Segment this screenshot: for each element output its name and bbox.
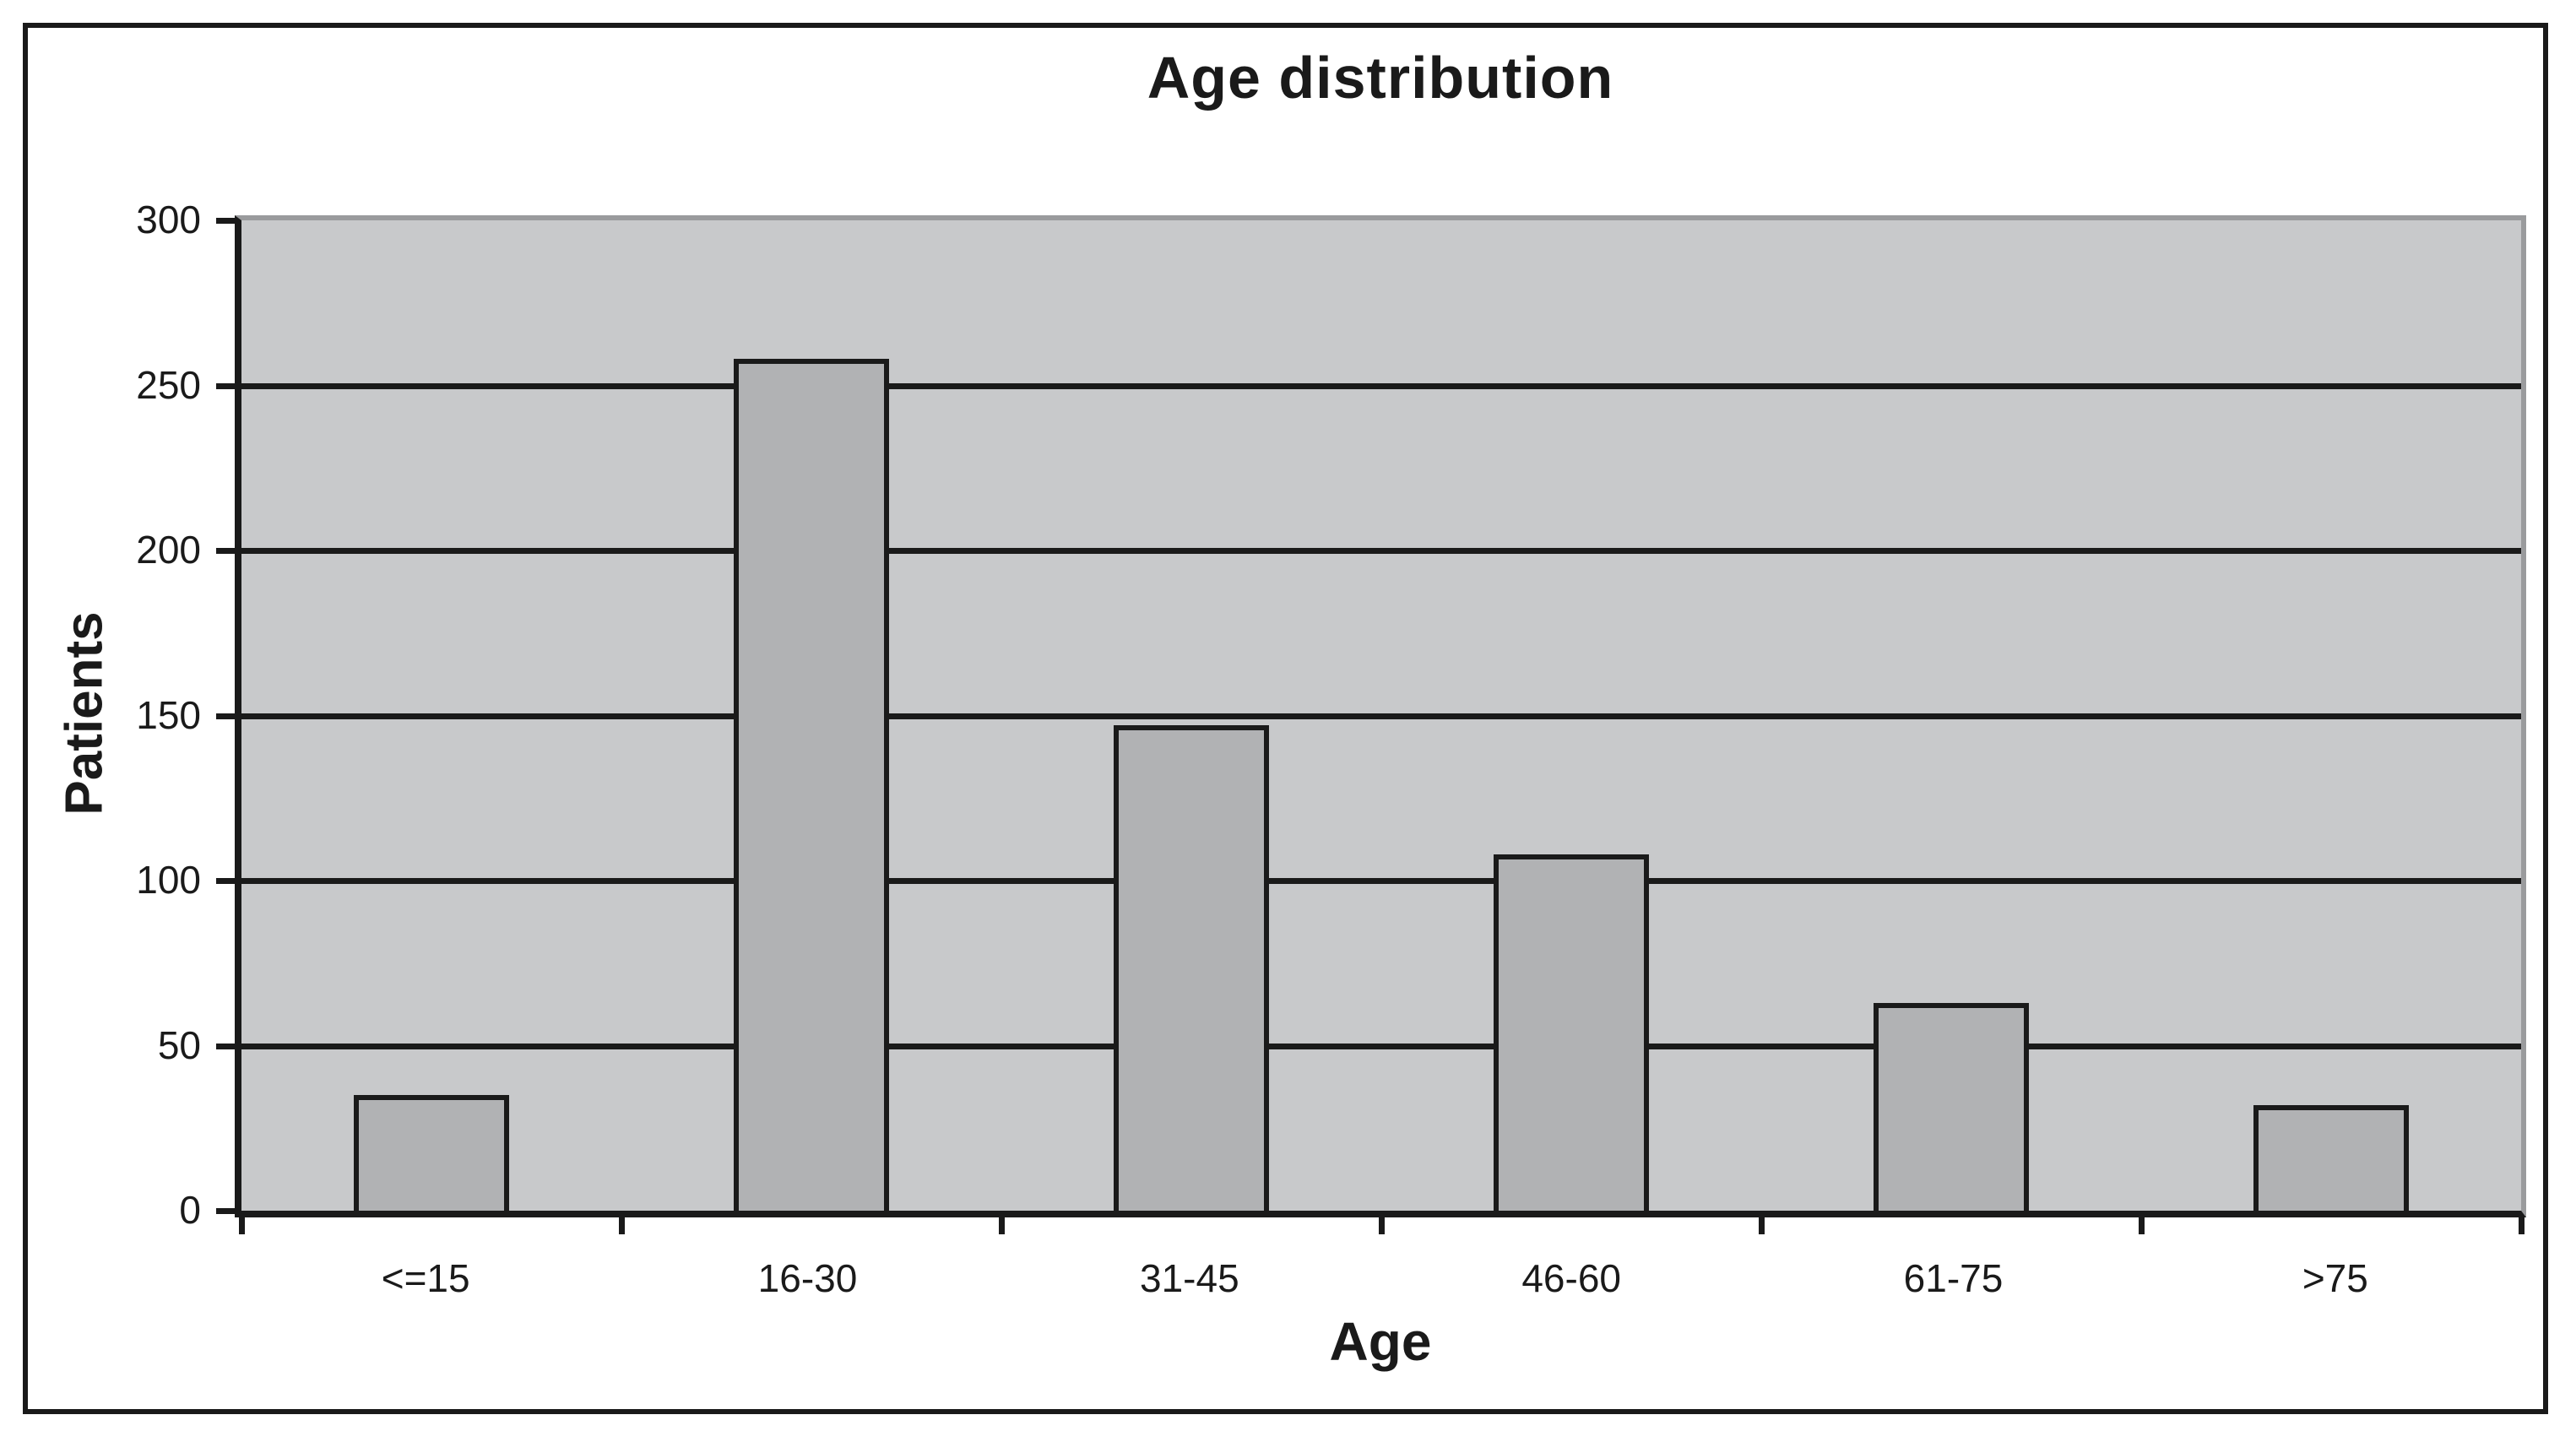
y-axis-tick-label-100: 100 bbox=[136, 857, 201, 902]
x-axis-category-label-16-30: 16-30 bbox=[757, 1256, 858, 1300]
y-axis-tick-300 bbox=[216, 218, 235, 224]
y-axis-tick-labels: 0 50 100 150 200 250 300 bbox=[0, 198, 201, 1232]
x-axis-tick-5 bbox=[2139, 1217, 2145, 1234]
gridline-50 bbox=[241, 1043, 2521, 1049]
gridline-150 bbox=[241, 713, 2521, 719]
x-axis-category-label->75: >75 bbox=[2302, 1256, 2368, 1300]
bar-46-60 bbox=[1494, 854, 1649, 1211]
y-axis-tick-200 bbox=[216, 548, 235, 554]
bar-61-75 bbox=[1874, 1003, 2029, 1211]
bar->75 bbox=[2253, 1105, 2409, 1211]
y-axis-tick-label-200: 200 bbox=[136, 527, 201, 572]
y-axis-tick-150 bbox=[216, 713, 235, 719]
bar-<=15 bbox=[354, 1095, 509, 1211]
y-axis-tick-label-300: 300 bbox=[136, 197, 201, 241]
x-axis-title: Age bbox=[1329, 1311, 1432, 1372]
x-axis-category-labels: <=15 16-30 31-45 46-60 61-75 >75 bbox=[235, 1255, 2526, 1306]
plot-area bbox=[216, 215, 2526, 1234]
y-axis-tick-50 bbox=[216, 1043, 235, 1049]
x-axis-tick-1 bbox=[619, 1217, 625, 1234]
x-axis-category-label-31-45: 31-45 bbox=[1140, 1256, 1239, 1300]
chart-title: Age distribution bbox=[1147, 45, 1614, 111]
x-axis-tick-4 bbox=[1759, 1217, 1765, 1234]
x-axis-category-label-46-60: 46-60 bbox=[1521, 1256, 1621, 1300]
y-axis-tick-100 bbox=[216, 878, 235, 884]
x-axis-tick-6 bbox=[2519, 1217, 2524, 1234]
y-axis-tick-label-50: 50 bbox=[157, 1022, 201, 1067]
y-axis-tick-0 bbox=[216, 1208, 235, 1214]
x-axis-tick-0 bbox=[239, 1217, 245, 1234]
gridline-250 bbox=[241, 382, 2521, 389]
x-axis-category-label-61-75: 61-75 bbox=[1903, 1256, 2004, 1300]
x-axis-tick-2 bbox=[999, 1217, 1005, 1234]
y-axis-tick-250 bbox=[216, 382, 235, 389]
bar-31-45 bbox=[1114, 725, 1269, 1211]
gridline-100 bbox=[241, 878, 2521, 884]
x-axis-category-label-<=15: <=15 bbox=[381, 1256, 470, 1300]
y-axis-tick-label-150: 150 bbox=[136, 692, 201, 737]
y-axis-tick-label-250: 250 bbox=[136, 362, 201, 407]
bar-16-30 bbox=[734, 359, 889, 1211]
gridline-200 bbox=[241, 548, 2521, 554]
x-axis-tick-3 bbox=[1379, 1217, 1385, 1234]
y-axis-tick-label-0: 0 bbox=[179, 1187, 201, 1232]
